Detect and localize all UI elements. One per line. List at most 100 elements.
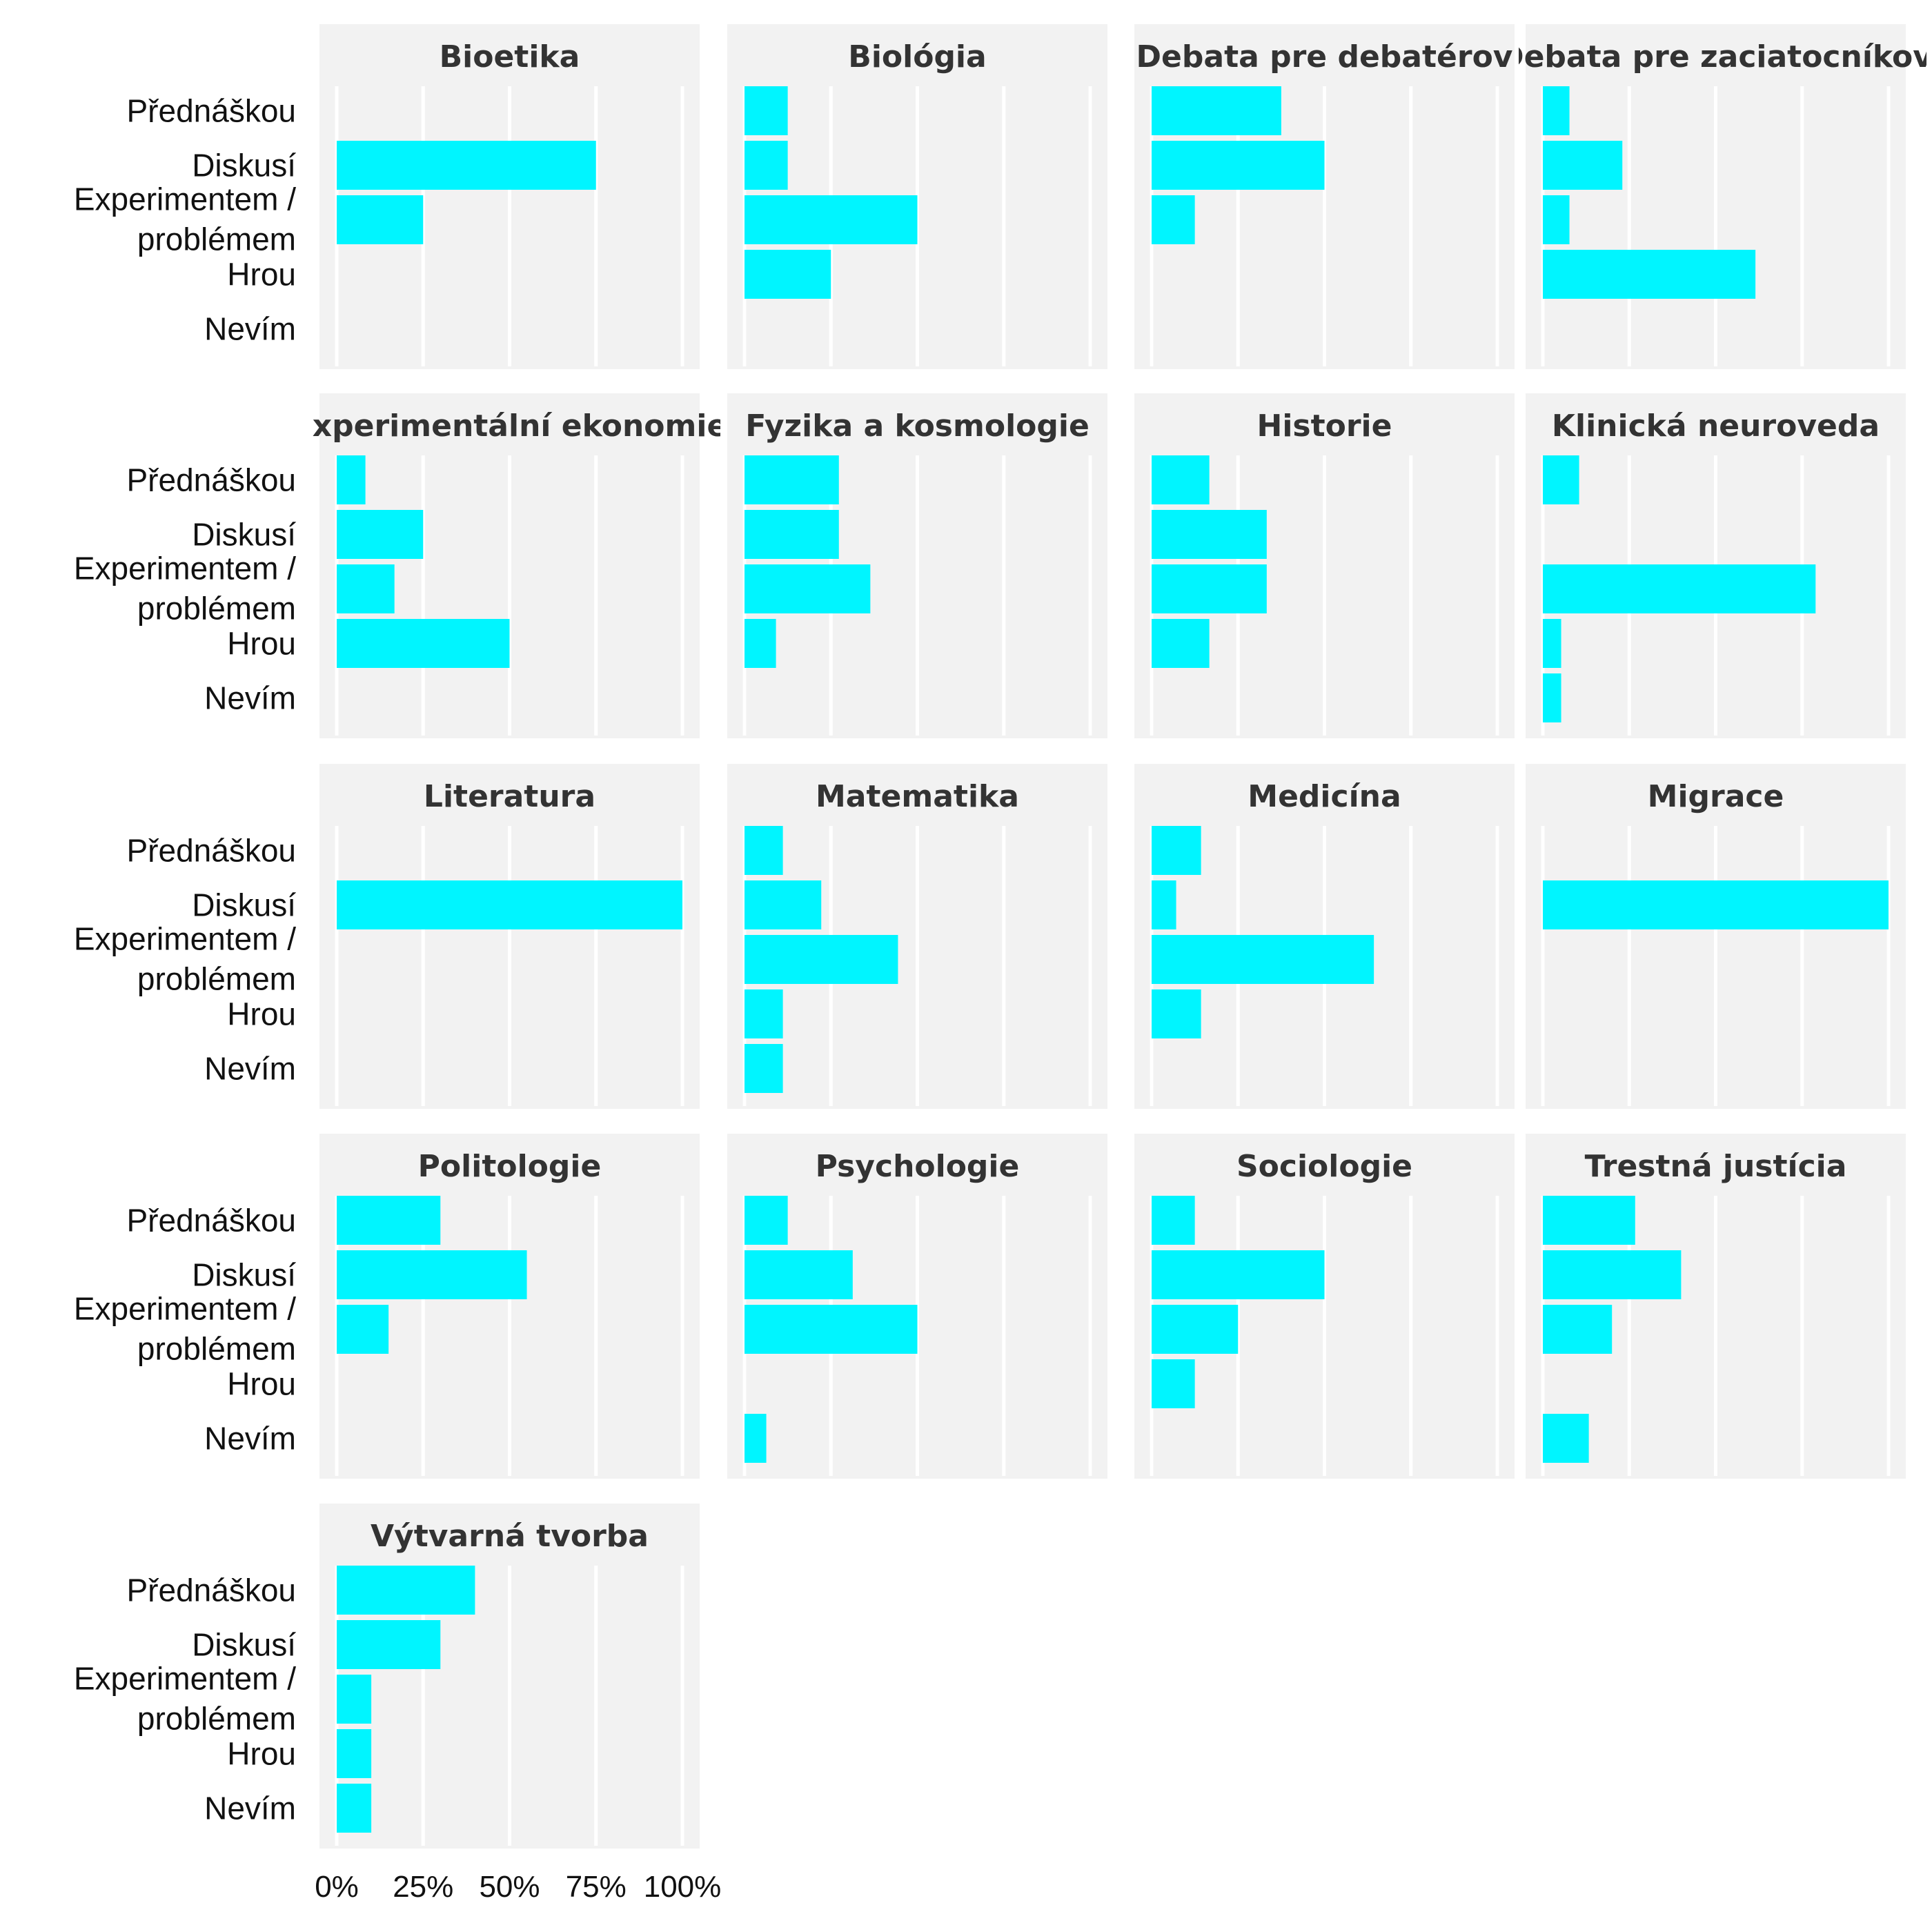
bar-politologie-experimentem-problemem bbox=[337, 1305, 389, 1354]
bar-sociologie-prednaskou bbox=[1152, 1196, 1195, 1245]
bar-sociologie-diskusi bbox=[1152, 1250, 1325, 1299]
y-tick-label: Hrou bbox=[227, 1736, 296, 1772]
bar-bioetika-experimentem-problemem bbox=[337, 195, 424, 244]
bar-migrace-diskusi bbox=[1543, 880, 1889, 929]
facet-title: Debata pre zaciatocníkov bbox=[1499, 39, 1932, 75]
bar-trestna-justicia-diskusi bbox=[1543, 1250, 1682, 1299]
bar-matematika-prednaskou bbox=[745, 826, 783, 875]
x-tick-label: 25% bbox=[393, 1870, 453, 1904]
bar-historie-diskusi bbox=[1152, 510, 1267, 559]
bar-debata-pre-zaciatocnikov-diskusi bbox=[1543, 141, 1623, 190]
bar-historie-hrou bbox=[1152, 619, 1210, 668]
y-tick-label: Hrou bbox=[227, 626, 296, 662]
bar-experimentalni-ekonomie-prednaskou bbox=[337, 455, 366, 504]
bar-matematika-hrou bbox=[745, 989, 783, 1038]
bar-vytvarna-tvorba-experimentem-problemem bbox=[337, 1675, 372, 1724]
facet-title: Biológia bbox=[848, 39, 986, 75]
y-tick-label-line: Experimentem / bbox=[74, 1661, 296, 1697]
y-tick-label-line: problémem bbox=[137, 221, 296, 257]
y-tick-label: Experimentem / problémem bbox=[74, 921, 296, 997]
y-tick-label: Přednáškou bbox=[127, 1573, 297, 1608]
y-tick-label-line: Experimentem / bbox=[74, 921, 296, 957]
bar-debata-pre-zaciatocnikov-hrou bbox=[1543, 250, 1756, 299]
y-tick-label: Experimentem / problémem bbox=[74, 551, 296, 627]
y-tick-label: Přednáškou bbox=[127, 462, 297, 498]
facet-title: Historie bbox=[1257, 408, 1392, 444]
y-tick-label: Diskusí bbox=[192, 1257, 296, 1293]
facet-title: Trestná justícia bbox=[1585, 1149, 1847, 1184]
facet-title: Matematika bbox=[816, 779, 1019, 814]
y-tick-label: Experimentem / problémem bbox=[74, 1661, 296, 1737]
bar-medicina-diskusi bbox=[1152, 880, 1176, 929]
y-tick-label: Hrou bbox=[227, 1366, 296, 1402]
y-tick-label: Hrou bbox=[227, 257, 296, 293]
y-tick-label-line: problémem bbox=[137, 961, 296, 997]
bar-psychologie-experimentem-problemem bbox=[745, 1305, 918, 1354]
y-tick-label-line: Experimentem / bbox=[74, 551, 296, 586]
x-tick-label: 75% bbox=[566, 1870, 627, 1904]
bar-debata-pre-zaciatocnikov-prednaskou bbox=[1543, 86, 1570, 135]
y-tick-label: Nevím bbox=[204, 1791, 296, 1826]
y-tick-label-line: problémem bbox=[137, 1701, 296, 1737]
y-tick-label: Přednáškou bbox=[127, 833, 297, 869]
facet-title: Migrace bbox=[1648, 779, 1784, 814]
bar-klinicka-neuroveda-nevim bbox=[1543, 673, 1561, 722]
y-tick-label: Nevím bbox=[204, 1051, 296, 1087]
bar-debata-pre-debaterov-experimentem-problemem bbox=[1152, 195, 1195, 244]
y-tick-label-line: Experimentem / bbox=[74, 181, 296, 217]
bar-experimentalni-ekonomie-experimentem-problemem bbox=[337, 564, 395, 613]
bar-literatura-diskusi bbox=[337, 880, 682, 929]
bar-vytvarna-tvorba-diskusi bbox=[337, 1620, 441, 1669]
bar-sociologie-hrou bbox=[1152, 1359, 1195, 1408]
bar-debata-pre-zaciatocnikov-experimentem-problemem bbox=[1543, 195, 1570, 244]
y-tick-label: Diskusí bbox=[192, 517, 296, 553]
bar-matematika-experimentem-problemem bbox=[745, 935, 898, 984]
bar-biologia-prednaskou bbox=[745, 86, 788, 135]
bar-matematika-diskusi bbox=[745, 880, 822, 929]
bar-historie-experimentem-problemem bbox=[1152, 564, 1267, 613]
y-tick-label: Experimentem / problémem bbox=[74, 181, 296, 257]
bar-politologie-diskusi bbox=[337, 1250, 527, 1299]
bar-vytvarna-tvorba-prednaskou bbox=[337, 1566, 475, 1615]
facet-title: Medicína bbox=[1248, 779, 1401, 814]
y-tick-label: Přednáškou bbox=[127, 93, 297, 129]
bar-experimentalni-ekonomie-diskusi bbox=[337, 510, 424, 559]
bar-vytvarna-tvorba-hrou bbox=[337, 1729, 372, 1778]
y-tick-label: Nevím bbox=[204, 311, 296, 347]
bar-psychologie-prednaskou bbox=[745, 1196, 788, 1245]
bar-trestna-justicia-prednaskou bbox=[1543, 1196, 1635, 1245]
bar-historie-prednaskou bbox=[1152, 455, 1210, 504]
bar-fyzika-a-kosmologie-diskusi bbox=[745, 510, 839, 559]
bar-debata-pre-debaterov-diskusi bbox=[1152, 141, 1325, 190]
y-tick-label-line: Experimentem / bbox=[74, 1291, 296, 1327]
bar-fyzika-a-kosmologie-experimentem-problemem bbox=[745, 564, 871, 613]
y-tick-label: Diskusí bbox=[192, 887, 296, 923]
facet-title: Experimentální ekonomie bbox=[292, 408, 728, 444]
facet-title: Výtvarná tvorba bbox=[371, 1519, 649, 1554]
bar-trestna-justicia-nevim bbox=[1543, 1414, 1589, 1463]
bar-politologie-prednaskou bbox=[337, 1196, 441, 1245]
y-tick-label: Hrou bbox=[227, 996, 296, 1032]
bar-klinicka-neuroveda-prednaskou bbox=[1543, 455, 1579, 504]
bar-matematika-nevim bbox=[745, 1044, 783, 1093]
x-tick-label: 100% bbox=[644, 1870, 722, 1904]
y-tick-label: Diskusí bbox=[192, 148, 296, 184]
bar-psychologie-nevim bbox=[745, 1414, 767, 1463]
y-tick-label-line: problémem bbox=[137, 1331, 296, 1367]
bar-trestna-justicia-experimentem-problemem bbox=[1543, 1305, 1613, 1354]
facet-title: Klinická neuroveda bbox=[1552, 408, 1880, 444]
bar-biologia-experimentem-problemem bbox=[745, 195, 918, 244]
facet-title: Psychologie bbox=[816, 1149, 1020, 1184]
bar-biologia-diskusi bbox=[745, 141, 788, 190]
y-tick-label: Nevím bbox=[204, 1421, 296, 1457]
facet-title: Bioetika bbox=[440, 39, 580, 75]
facet-title: Fyzika a kosmologie bbox=[745, 408, 1090, 444]
bar-klinicka-neuroveda-experimentem-problemem bbox=[1543, 564, 1816, 613]
facet-title: Politologie bbox=[418, 1149, 602, 1184]
bar-vytvarna-tvorba-nevim bbox=[337, 1784, 372, 1833]
y-tick-label-line: problémem bbox=[137, 591, 296, 627]
bar-klinicka-neuroveda-hrou bbox=[1543, 619, 1561, 668]
x-tick-label: 0% bbox=[315, 1870, 359, 1904]
bar-medicina-prednaskou bbox=[1152, 826, 1201, 875]
